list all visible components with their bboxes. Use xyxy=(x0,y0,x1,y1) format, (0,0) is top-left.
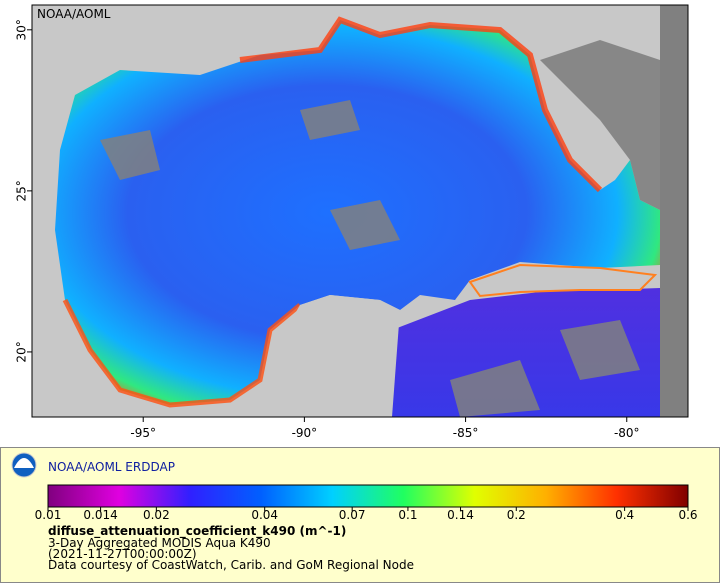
colorbar-tick-label: 0.02 xyxy=(143,508,170,522)
legend-note: (2021-11-27T00:00:00Z) xyxy=(48,547,197,561)
legend-notes: 3-Day Aggregated MODIS Aqua K490(2021-11… xyxy=(48,536,414,572)
y-tick-label: 30° xyxy=(15,19,29,40)
coastal-turbidity xyxy=(239,16,603,193)
colorbar-tick-label: 0.01 xyxy=(35,508,62,522)
colorbar xyxy=(47,484,689,508)
colorbar-tick-label: 0.014 xyxy=(83,508,117,522)
no-data xyxy=(660,5,688,417)
coastal-turbidity xyxy=(62,298,302,408)
legend-title: NOAA/AOML ERDDAP xyxy=(48,460,175,474)
noaa-logo-bird xyxy=(14,458,34,468)
axes: -95° -90° -85° -80° 20° 25° 30° xyxy=(15,19,640,440)
y-tick-label: 25° xyxy=(15,180,29,201)
legend-note: Data courtesy of CoastWatch, Carib. and … xyxy=(48,558,414,572)
x-tick-label: -80° xyxy=(614,426,640,440)
colorbar-tick-label: 0.07 xyxy=(339,508,366,522)
watermark: NOAA/AOML xyxy=(37,7,111,21)
y-tick-label: 20° xyxy=(15,341,29,362)
cuba xyxy=(468,263,658,298)
colorbar-tick-label: 0.6 xyxy=(678,508,697,522)
x-tick-label: -85° xyxy=(453,426,479,440)
map-frame xyxy=(31,4,689,418)
colorbar-tick-label: 0.04 xyxy=(251,508,278,522)
x-tick-label: -95° xyxy=(130,426,156,440)
yucatan xyxy=(280,295,400,417)
colorbar-tick-label: 0.4 xyxy=(615,508,634,522)
colorbar-tick-label: 0.14 xyxy=(447,508,474,522)
colorbar-tick-label: 0.2 xyxy=(507,508,526,522)
variable-name: diffuse_attenuation_coefficient_k490 (m^… xyxy=(48,524,346,539)
colorbar-tick-label: 0.1 xyxy=(398,508,417,522)
legend-note: 3-Day Aggregated MODIS Aqua K490 xyxy=(48,536,271,550)
no-data xyxy=(540,40,660,210)
x-tick-label: -90° xyxy=(292,426,318,440)
map xyxy=(32,5,688,417)
